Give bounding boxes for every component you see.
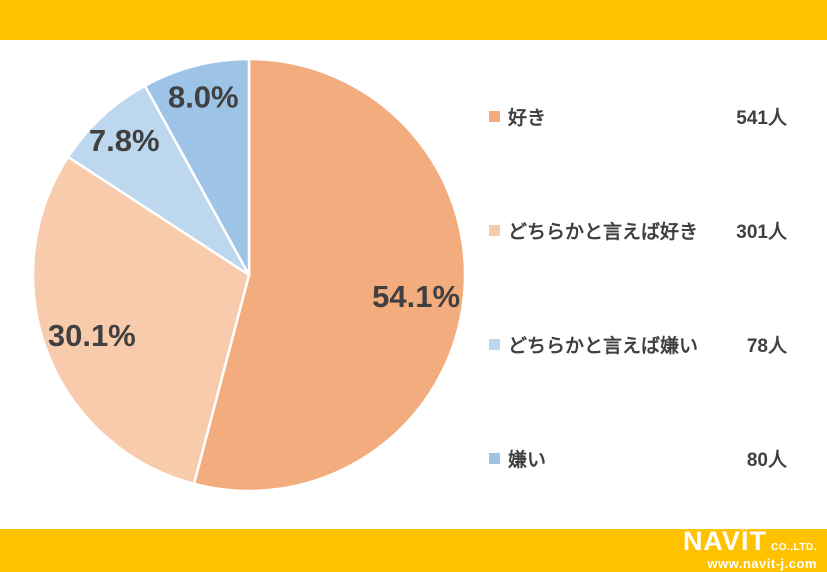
pie-chart: 54.1% 30.1% 7.8% 8.0% xyxy=(31,57,467,493)
brand-letters-end: T xyxy=(749,526,767,556)
slice-label-4: 8.0% xyxy=(168,80,239,115)
legend-marker-2 xyxy=(489,225,500,236)
legend-count-1: 541人 xyxy=(736,108,787,129)
legend-count-4: 80人 xyxy=(746,450,787,471)
pie-slice-1 xyxy=(192,57,467,493)
bottom-band: NAVI T CO.,LTD. www.navit-j.com xyxy=(0,521,827,572)
pie-slice-2 xyxy=(31,155,251,486)
legend-item-1: 好き 541人 xyxy=(489,103,787,130)
navit-logo: NAVI T CO.,LTD. www.navit-j.com xyxy=(682,521,817,571)
legend-label-3: どちらかと言えば嫌い xyxy=(508,336,699,357)
legend-marker-4 xyxy=(489,453,500,464)
legend-item-4: 嫌い 80人 xyxy=(489,445,787,472)
legend-item-2: どちらかと言えば好き 301人 xyxy=(489,217,787,244)
legend: 好き 541人どちらかと言えば好き 301人どちらかと言えば嫌い 78人嫌い 80人 xyxy=(489,0,787,572)
legend-label-1: 好き xyxy=(508,108,547,129)
legend-item-3: どちらかと言えば嫌い 78人 xyxy=(489,331,787,358)
brand-letter-i: I xyxy=(738,521,751,555)
legend-label-4: 嫌い xyxy=(508,450,547,471)
brand-letters: NAV xyxy=(682,526,741,556)
pie-slice-3 xyxy=(66,84,251,277)
slice-label-1: 54.1% xyxy=(372,279,460,314)
brand-suffix: CO.,LTD. xyxy=(770,542,817,553)
brand-line: NAVI T CO.,LTD. xyxy=(682,521,817,556)
legend-marker-3 xyxy=(489,339,500,350)
legend-count-2: 301人 xyxy=(736,222,787,243)
legend-count-3: 78人 xyxy=(746,336,787,357)
top-band xyxy=(0,0,827,40)
legend-marker-1 xyxy=(489,111,500,122)
legend-label-2: どちらかと言えば好き xyxy=(508,222,699,243)
slice-label-2: 30.1% xyxy=(48,318,136,353)
website-url: www.navit-j.com xyxy=(707,556,817,571)
brand-name: NAVI T xyxy=(682,521,767,556)
pie-chart-svg: 54.1% 30.1% 7.8%8.0% xyxy=(31,57,467,493)
pie-slice-4 xyxy=(143,57,251,277)
slice-label-3: 7.8% xyxy=(89,123,160,158)
